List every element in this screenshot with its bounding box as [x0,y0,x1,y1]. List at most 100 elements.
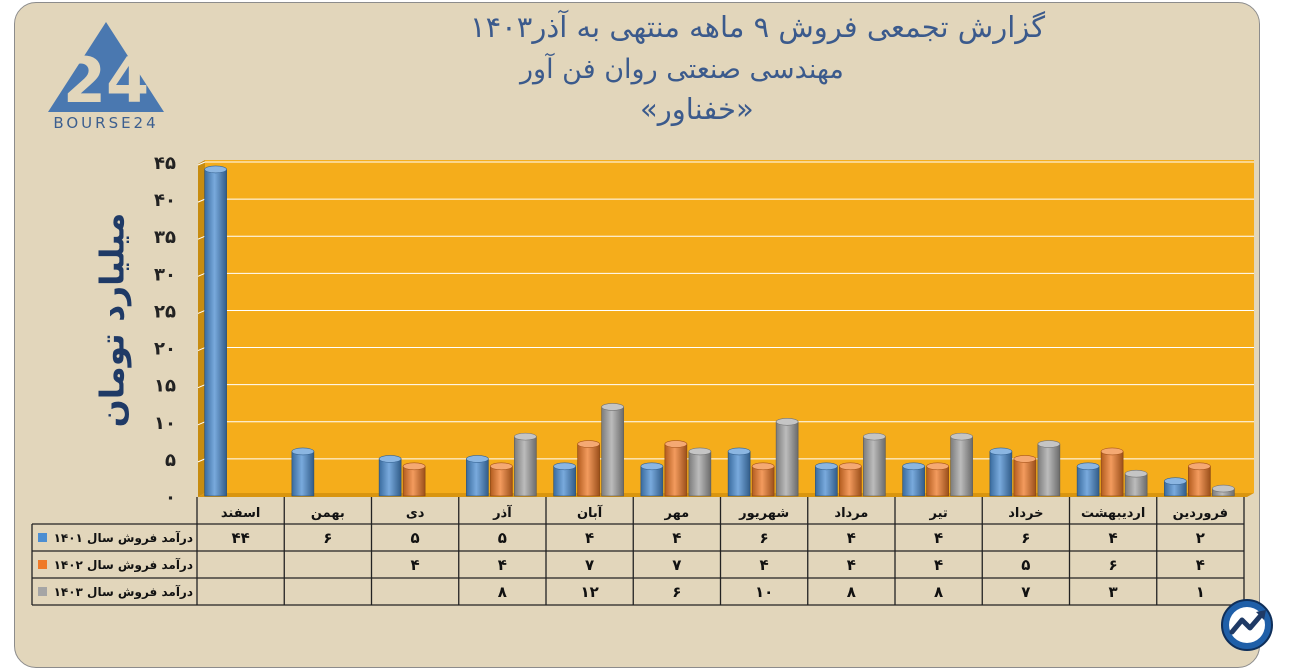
data-label: ۷ [1021,583,1030,601]
x-tick-label: تیر [928,506,947,521]
bar [751,462,775,497]
bar [926,462,949,497]
y-tick-label: ۵ [165,450,176,471]
legend-entry: درآمد فروش سال ۱۴۰۱ [54,530,193,546]
bar [1013,455,1037,497]
x-tick-label: خرداد [1008,506,1043,521]
y-tick-label: ۱۰ [154,413,176,434]
gridline-side [197,458,206,463]
bar [514,432,537,497]
bar [378,455,402,497]
data-label: ۶ [1021,529,1030,547]
bar [1076,462,1100,497]
data-label: ۷ [585,556,594,574]
bar [1164,477,1187,497]
bar [664,440,688,497]
bar [640,462,664,497]
data-label: ۴ [847,556,856,574]
data-label: ۷ [672,556,681,574]
bar [466,455,489,497]
x-tick-label: دی [406,506,425,521]
bourse24-logo-icon: 24 [48,22,164,117]
bar [902,462,925,497]
bar [1212,484,1235,497]
x-tick-label: مرداد [834,506,868,521]
gridline-side [197,309,206,314]
bar [1037,440,1061,497]
x-tick-label: مهر [664,506,690,521]
legend-entry: درآمد فروش سال ۱۴۰۳ [54,584,193,600]
y-tick-label: ۲۰ [154,339,176,360]
gridline-side [197,272,206,277]
data-label: ۱ [1196,583,1205,601]
bar [291,447,315,497]
bar [775,417,799,497]
y-tick-label: ۰ [165,487,176,508]
chart-subtitle-company: مهندسی صنعتی روان فن آور [520,54,844,85]
data-label: ۶ [672,583,681,601]
bar [1188,462,1211,497]
chart-subtitle-ticker: «خفناور» [640,92,754,126]
trend-badge-icon [1221,599,1273,651]
bar [490,462,513,497]
legend-entry: درآمد فروش سال ۱۴۰۲ [54,557,193,573]
data-label: ۶ [323,529,332,547]
data-label: ۴ [934,529,943,547]
data-label: ۴ [585,529,594,547]
y-tick-label: ۴۵ [154,153,176,174]
bar [863,432,886,497]
y-tick-label: ۳۵ [154,227,176,248]
bar [839,462,862,497]
plot-side-wall [198,160,205,497]
bar [204,165,227,497]
data-label: ۴ [934,556,943,574]
gridline-side [197,161,206,166]
data-label: ۴ [847,529,856,547]
chart-title: گزارش تجمعی فروش ۹ ماهه منتهی به آذر۱۴۰۳ [470,10,1046,44]
bar [1100,447,1124,497]
bar [950,432,973,497]
x-tick-label: بهمن [311,506,345,521]
data-label: ۵ [498,529,507,547]
data-label: ۶ [1109,556,1118,574]
data-label: ۴ [672,529,681,547]
data-label: ۵ [1021,556,1030,574]
data-label: ۴ [1109,529,1118,547]
gridline-side [197,235,206,240]
data-label: ۸ [847,583,856,601]
x-tick-label: شهریور [738,506,789,521]
gridline-side [197,198,206,203]
logo-wordmark: BOURSE24 [53,114,159,132]
y-tick-label: ۲۵ [154,301,176,322]
y-tick-label: ۳۰ [154,264,176,285]
data-label: ۶ [760,529,769,547]
data-label: ۸ [934,583,943,601]
data-label: ۱۰ [755,583,773,601]
legend-swatch [38,587,47,596]
x-tick-label: فروردین [1173,506,1228,521]
bar [989,447,1013,497]
data-table: فروردین اردیبهشت خرداد تیر مرداد شهریور مهر آبا… [31,497,1245,606]
data-label: ۴ [1196,556,1205,574]
x-tick-label: اردیبهشت [1081,506,1145,521]
bar [815,462,838,497]
data-label: ۸ [498,583,507,601]
legend-swatch [38,560,47,569]
svg-text:24: 24 [63,44,149,117]
x-tick-label: اسفند [221,506,260,521]
data-label: ۴ [498,556,507,574]
bar [1124,469,1148,497]
plot-area [205,160,1254,493]
gridline-side [197,421,206,426]
data-label: ۲ [1196,529,1205,547]
data-label: ۴ [760,556,769,574]
data-label: ۳ [1109,583,1118,601]
bar [601,403,624,497]
legend-swatch [38,533,47,542]
x-tick-label: آبان [577,504,603,521]
gridline-side [197,347,206,352]
bar [402,462,426,497]
x-tick-label: آذر [492,504,512,521]
y-tick-label: ۴۰ [154,190,176,211]
